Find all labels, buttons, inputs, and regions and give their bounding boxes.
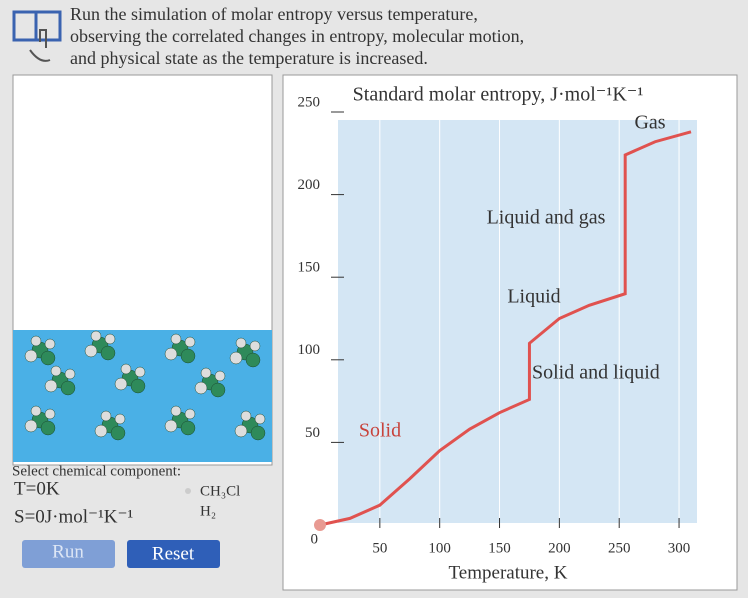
atom [84,344,98,358]
atom [245,352,261,368]
header-line: Run the simulation of molar entropy vers… [70,4,478,24]
entropy-readout: S=0J·mol⁻¹K⁻¹ [14,506,134,527]
atom [130,378,146,394]
atom [164,419,178,433]
x-tick-label: 200 [548,540,571,556]
atom [40,350,56,366]
atom [30,405,42,417]
x-tick-label: 250 [608,540,631,556]
atom [44,379,58,393]
atom [24,349,38,363]
atom [24,419,38,433]
y-tick-label: 0 [311,531,319,547]
atom [110,425,126,441]
option[interactable]: H₂ [200,503,216,519]
x-tick-label: 150 [488,540,511,556]
phase-label: Gas [634,112,665,134]
atom [214,370,226,382]
atom [104,333,116,345]
run-button[interactable] [22,540,115,568]
molecule-view [13,330,272,462]
book-icon [12,10,62,62]
phase-label: Solid [359,420,401,442]
atom [100,345,116,361]
start-marker [314,519,326,531]
plot-area [338,120,697,523]
atom [114,377,128,391]
atom [64,368,76,380]
y-tick-label: 250 [298,94,321,110]
atom [44,408,56,420]
entropy-line [319,130,692,527]
reset-button-label[interactable]: Reset [152,543,195,564]
chart: 0 50 100 150 200 250 50 100 150 200 250 300 Solid Sol… [298,94,692,556]
atom [184,408,196,420]
atom [30,335,42,347]
atom [210,382,226,398]
atom [180,420,196,436]
atom [164,347,178,361]
atom [50,365,62,377]
atom [100,410,112,422]
atom [40,420,56,436]
run-button-label[interactable]: Run [52,541,84,562]
atom [194,381,208,395]
temperature-readout: T=0K [14,478,60,499]
phase-label: Liquid [507,286,560,308]
x-tick-label: 300 [668,540,691,556]
option[interactable]: CH₃Cl [200,483,240,499]
select-label: Select chemical component: [12,463,181,479]
atom [240,410,252,422]
x-axis-title: Temperature, K [449,562,568,583]
chart-title: Standard molar entropy, J·mol⁻¹K⁻¹ [353,84,644,106]
phase-label: Liquid and gas [487,207,606,229]
atom [184,336,196,348]
y-tick-label: 200 [298,177,321,193]
atom [94,424,108,438]
molecules [24,330,266,441]
atom [234,424,248,438]
x-tick-label: 50 [372,540,387,556]
atom [134,366,146,378]
atom [170,405,182,417]
atom [170,333,182,345]
atom [250,425,266,441]
y-tick-label: 150 [298,260,321,276]
atom [249,340,261,352]
reset-button[interactable] [127,540,220,568]
atom [200,367,212,379]
atom [235,337,247,349]
x-tick-label: 100 [428,540,451,556]
atom [229,351,243,365]
y-tick-label: 100 [298,342,321,358]
atom [120,363,132,375]
atom [60,380,76,396]
atom [180,348,196,364]
atom [254,413,266,425]
atom [114,413,126,425]
header-line: observing the correlated changes in entr… [70,26,524,46]
atom [90,330,102,342]
phase-label: Solid and liquid [532,362,660,384]
header-line: and physical state as the temperature is… [70,48,428,68]
radio[interactable] [185,488,191,494]
atom [44,338,56,350]
y-tick-label: 50 [305,425,320,441]
